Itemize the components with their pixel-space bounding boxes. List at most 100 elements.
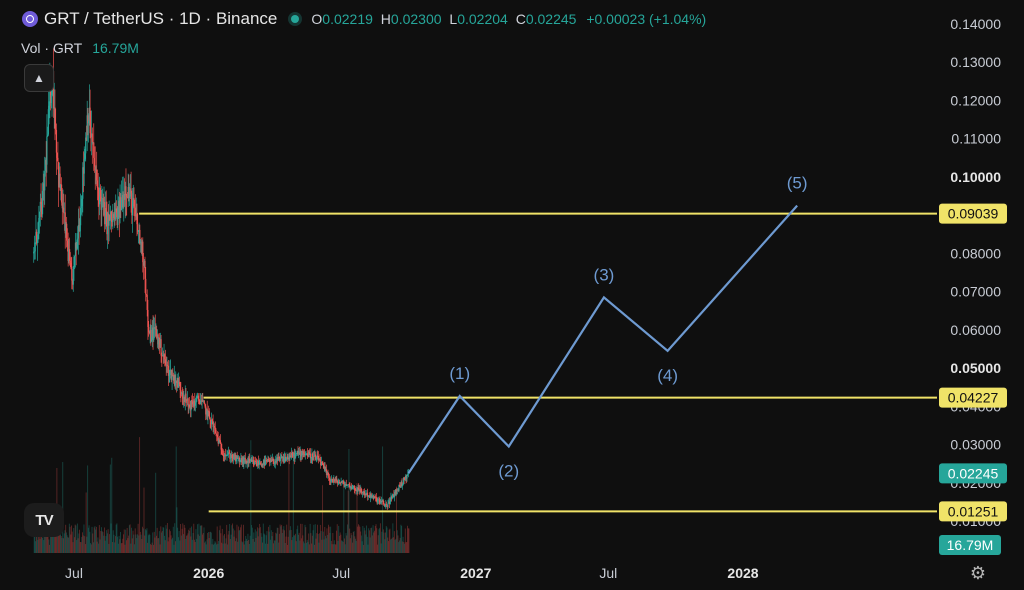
tradingview-logo-icon[interactable]: TV <box>24 503 64 537</box>
candle-body <box>170 369 172 371</box>
candle-body <box>39 211 41 218</box>
candle-body <box>377 499 380 501</box>
volume-bar <box>148 533 150 553</box>
candle-body <box>306 453 308 455</box>
candle-body <box>384 504 386 507</box>
candle-body <box>317 455 319 457</box>
volume-bar <box>208 538 210 553</box>
volume-bar <box>358 525 360 553</box>
candle-body <box>338 482 340 483</box>
candle-body <box>393 494 395 498</box>
candle-body <box>141 241 143 253</box>
volume-bar <box>318 542 320 553</box>
volume-bar <box>263 533 265 553</box>
volume-bar <box>289 530 291 553</box>
volume-bar <box>235 541 236 553</box>
candle-body <box>225 455 227 457</box>
candle-body <box>329 480 331 482</box>
volume-bar <box>327 524 329 553</box>
candle-body <box>197 395 199 397</box>
volume-bar <box>308 544 310 553</box>
candle-body <box>296 451 298 453</box>
candle-body <box>90 133 92 138</box>
symbol-title[interactable]: GRT / TetherUS · 1D · Binance <box>44 9 278 28</box>
candle-body <box>312 456 314 461</box>
settings-gear-icon[interactable]: ⚙ <box>969 562 987 583</box>
candle-body <box>317 455 320 461</box>
candle-body <box>179 384 181 391</box>
volume-bar <box>145 530 147 553</box>
candle-body <box>332 479 334 483</box>
candle-body <box>240 458 242 461</box>
candle-body <box>77 238 79 240</box>
candle-body <box>49 86 52 104</box>
candle-body <box>127 186 129 198</box>
volume-legend[interactable]: Vol · GRT 16.79M <box>21 40 139 56</box>
volume-bar <box>396 530 398 553</box>
candle-body <box>100 196 102 210</box>
volume-bar <box>34 523 36 553</box>
candle-body <box>150 329 152 342</box>
candle-body <box>404 475 407 481</box>
candle-body <box>246 460 249 464</box>
volume-bar <box>385 532 386 553</box>
time-axis[interactable]: Jul 2026 Jul 2027 Jul 2028 <box>65 565 759 581</box>
candle-body <box>43 183 45 191</box>
candle-body <box>248 458 250 463</box>
volume-bar <box>272 531 274 553</box>
candle-body <box>220 443 222 450</box>
volume-bar <box>346 535 348 553</box>
volume-bar <box>202 532 204 553</box>
volume-bar <box>224 543 226 553</box>
candle-body <box>241 458 243 463</box>
y-tick-label: 0.07000 <box>950 284 1001 300</box>
volume-bar <box>304 524 306 553</box>
volume-bar <box>277 527 279 553</box>
volume-bar <box>289 526 291 553</box>
volume-bar <box>196 524 198 553</box>
volume-bar <box>227 534 229 553</box>
volume-bar <box>136 534 138 553</box>
candle-body <box>156 328 158 339</box>
volume-bar <box>52 530 54 553</box>
candle-body <box>148 326 150 333</box>
candle-body <box>331 478 333 480</box>
candle-body <box>224 454 227 456</box>
candle-body <box>33 251 35 254</box>
y-tick-label: 0.11000 <box>951 131 1001 147</box>
candle-body <box>217 437 219 444</box>
candle-body <box>198 399 200 402</box>
candle-body <box>288 457 290 459</box>
volume-bar <box>388 541 389 553</box>
volume-bar <box>46 536 48 553</box>
candle-body <box>265 460 268 462</box>
candle-body <box>336 478 338 481</box>
volume-bar <box>61 537 63 553</box>
volume-bar <box>259 527 261 553</box>
volume-bar <box>111 457 113 553</box>
candle-body <box>72 266 74 285</box>
volume-bar <box>237 541 239 553</box>
volume-bar <box>126 527 128 553</box>
volume-bar <box>93 527 95 553</box>
volume-bar <box>275 532 277 553</box>
volume-bar <box>260 533 262 553</box>
candle-body <box>129 196 131 198</box>
candle-body <box>282 456 284 459</box>
volume-bar <box>325 535 326 553</box>
candle-body <box>216 433 218 435</box>
volume-bar <box>104 527 105 553</box>
candle-body <box>123 193 125 208</box>
price-axis[interactable]: 0.14000 0.13000 0.12000 0.11000 0.10000 0.090… <box>950 16 1001 529</box>
collapse-legend-button[interactable]: ▲ <box>24 64 54 92</box>
volume-bar <box>328 526 330 553</box>
volume-bar <box>144 535 146 553</box>
candle-body <box>219 439 221 441</box>
volume-bar <box>157 538 159 553</box>
volume-bar <box>407 525 408 553</box>
volume-bar <box>194 542 196 553</box>
y-tick-label: 0.10000 <box>950 169 1001 185</box>
candle-body <box>300 451 302 457</box>
volume-bar <box>128 535 130 553</box>
